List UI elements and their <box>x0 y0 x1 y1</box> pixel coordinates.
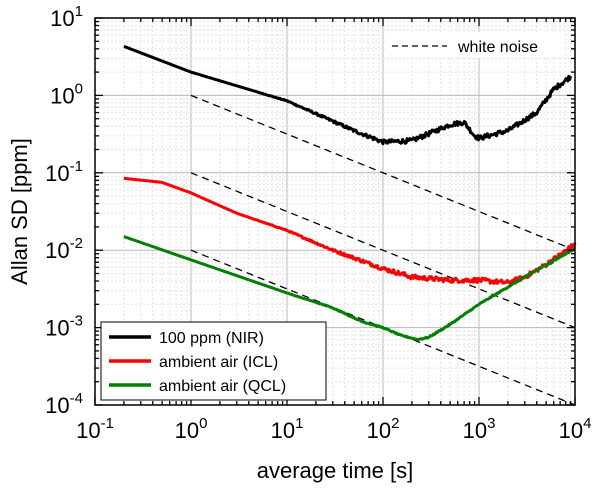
y-tick-label: 10-1 <box>45 158 83 186</box>
x-tick-labels: 10-1 100 101 102 103 104 <box>76 415 591 443</box>
x-tick-label: 102 <box>367 415 400 443</box>
data-series <box>123 44 577 342</box>
white-noise-line-1 <box>190 94 576 251</box>
y-tick-label: 10-2 <box>45 235 83 263</box>
legend-label-1: 100 ppm (NIR) <box>159 330 264 347</box>
x-tick-label: 103 <box>463 415 496 443</box>
x-tick-label: 10-1 <box>76 415 114 443</box>
legend-label-3: ambient air (QCL) <box>159 378 286 395</box>
series-line-3 <box>123 235 576 342</box>
y-tick-label: 10-3 <box>45 313 83 341</box>
legend-label-2: ambient air (ICL) <box>159 354 278 371</box>
white-noise-line-2 <box>190 172 576 329</box>
x-tick-label: 100 <box>175 415 208 443</box>
y-tick-label: 100 <box>50 80 83 108</box>
legend: 100 ppm (NIR) ambient air (ICL) ambient ai… <box>100 321 327 401</box>
annotation-background <box>386 32 564 58</box>
y-tick-labels: 101 100 10-1 10-2 10-3 10-4 <box>45 3 83 418</box>
x-tick-label: 104 <box>559 415 592 443</box>
plot-frame <box>94 17 576 406</box>
white-noise-annotation: white noise <box>386 32 564 58</box>
series-line-1 <box>123 44 573 146</box>
x-axis-title: average time [s] <box>257 458 414 483</box>
series-line-2 <box>123 176 577 285</box>
y-tick-label: 101 <box>50 3 83 31</box>
axis-ticks <box>94 17 576 406</box>
annotation-text: white noise <box>457 39 538 56</box>
legend-entries: 100 ppm (NIR) ambient air (ICL) ambient ai… <box>109 330 286 395</box>
y-axis-title: Allan SD [ppm] <box>7 138 32 285</box>
y-tick-label: 10-4 <box>45 390 83 418</box>
x-tick-label: 101 <box>271 415 304 443</box>
